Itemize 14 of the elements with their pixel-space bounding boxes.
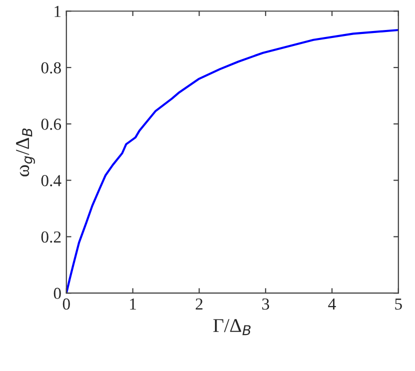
y-tick-label: 0.8 [41,62,61,74]
x-tick-label: 3 [262,298,270,310]
y-tick-label: 1 [54,6,61,17]
x-tick-label: 5 [395,298,402,310]
y-tick-label: 0.4 [41,175,62,186]
x-tick-label: 4 [328,298,336,310]
x-tick-label: 2 [196,298,202,310]
y-tick-label: 0 [54,288,61,300]
y-tick-label: 0.2 [41,231,61,243]
x-tick-label: 1 [130,298,136,310]
x-tick-label: 0 [62,298,70,310]
y-tick-label: 0.6 [41,118,62,130]
x-axis-title: Γ/Δ$_{B}$ [213,319,251,336]
y-axis-title: ω$_{g}$/Δ$_{B}$ [16,128,35,176]
